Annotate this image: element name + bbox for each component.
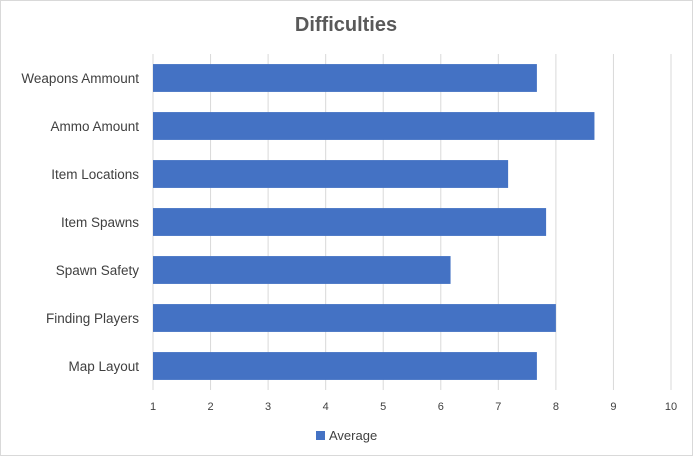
category-label-weapons-ammount: Weapons Ammount: [21, 71, 139, 86]
category-label-ammo-amount: Ammo Amount: [50, 119, 139, 134]
category-label-item-spawns: Item Spawns: [61, 215, 139, 230]
category-label-finding-players: Finding Players: [46, 311, 139, 326]
category-label-item-locations: Item Locations: [51, 167, 139, 182]
x-tick-label-8: 8: [553, 401, 559, 413]
legend-swatch-average: [316, 431, 325, 440]
category-labels: Weapons Ammount Ammo Amount Item Locations…: [21, 71, 139, 374]
chart-title: Difficulties: [295, 14, 397, 36]
x-tick-label-2: 2: [207, 401, 213, 413]
bar-weapons-ammount: [153, 64, 537, 92]
x-tick-label-4: 4: [323, 401, 329, 413]
legend-label-average: Average: [329, 428, 377, 443]
bar-item-locations: [153, 160, 509, 188]
x-tick-label-6: 6: [438, 401, 444, 413]
bar-item-spawns: [153, 208, 547, 236]
bar-ammo-amount: [153, 112, 595, 140]
bar-finding-players: [153, 304, 556, 332]
x-tick-label-1: 1: [150, 401, 156, 413]
x-axis-tick-labels: 1 2 3 4 5 6 7 8 9 10: [150, 401, 677, 413]
bar-spawn-safety: [153, 256, 451, 284]
x-tick-label-3: 3: [265, 401, 271, 413]
x-tick-label-9: 9: [610, 401, 616, 413]
x-tick-label-7: 7: [495, 401, 501, 413]
x-tick-label-5: 5: [380, 401, 386, 413]
category-label-spawn-safety: Spawn Safety: [56, 263, 140, 278]
bars: [153, 64, 595, 380]
bar-map-layout: [153, 352, 537, 380]
legend: Average: [316, 428, 377, 443]
category-label-map-layout: Map Layout: [68, 359, 139, 374]
x-tick-label-10: 10: [665, 401, 677, 413]
